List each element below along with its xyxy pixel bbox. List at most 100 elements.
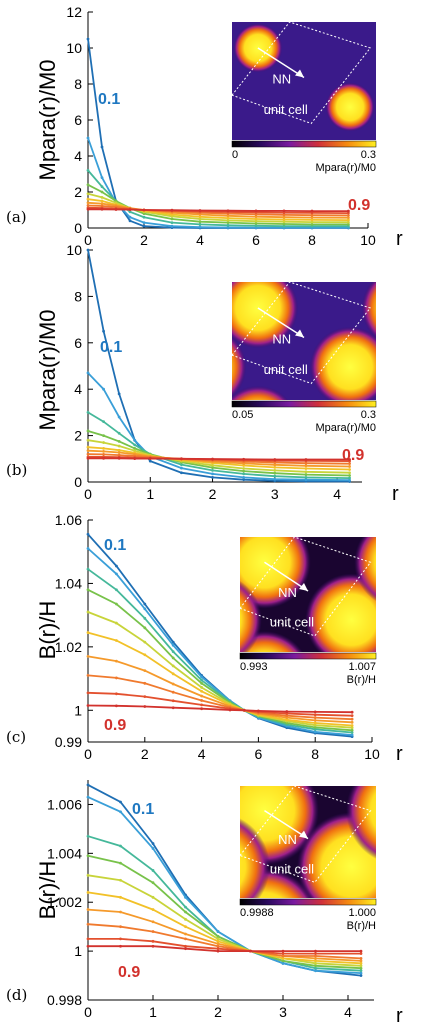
data-point xyxy=(304,478,308,482)
data-point xyxy=(86,795,90,799)
data-point xyxy=(115,564,118,568)
vortex-core xyxy=(346,786,376,860)
data-point xyxy=(348,462,351,466)
data-point xyxy=(282,220,286,224)
x-tick-label: 0 xyxy=(84,232,92,248)
panel-a: 0 2 4 6 8 10 0 2 4 6 8 10 12 0.1 0.9 Mpara(r)/M0 r (a) NN u… xyxy=(6,4,403,250)
data-point xyxy=(142,221,146,225)
data-point xyxy=(254,219,258,223)
y-tick-label: 6 xyxy=(74,335,82,351)
data-point xyxy=(86,891,90,894)
data-point xyxy=(226,221,230,225)
x-tick-label: 0 xyxy=(84,486,92,502)
data-point xyxy=(151,944,155,948)
nn-arrowhead xyxy=(295,69,304,78)
data-point xyxy=(86,169,90,172)
data-point xyxy=(350,710,354,714)
data-point xyxy=(170,217,174,221)
y-tick-label: 1.002 xyxy=(47,894,82,910)
data-point xyxy=(119,944,122,948)
data-point xyxy=(254,222,258,225)
data-point xyxy=(102,456,105,460)
colorbar-label: B(r)/H xyxy=(347,920,376,932)
data-point xyxy=(359,959,363,963)
data-point xyxy=(114,208,118,211)
vortex-core xyxy=(182,82,231,131)
data-point xyxy=(115,676,118,680)
curve-label-last: 0.9 xyxy=(104,717,126,734)
data-point xyxy=(348,465,351,468)
data-point xyxy=(143,653,147,657)
data-point xyxy=(143,602,147,606)
vortex-core xyxy=(325,82,375,132)
data-point xyxy=(310,218,314,222)
y-tick-label: 8 xyxy=(74,288,82,304)
unit-cell-label: unit cell xyxy=(270,615,314,630)
panel-label: (a) xyxy=(6,208,27,226)
y-tick-label: 1 xyxy=(74,702,82,718)
data-point xyxy=(200,686,204,689)
y-tick-label: 0.99 xyxy=(55,734,82,750)
data-point xyxy=(115,704,118,708)
x-axis-label: r xyxy=(396,743,403,765)
y-tick-label: 1.02 xyxy=(55,639,82,655)
data-point xyxy=(226,219,230,222)
data-point xyxy=(313,713,317,717)
data-point xyxy=(86,449,90,453)
vortex-core xyxy=(240,580,262,652)
data-point xyxy=(142,215,146,219)
data-point xyxy=(184,925,187,929)
data-point xyxy=(359,961,363,965)
panel-label: (c) xyxy=(6,728,26,746)
data-point xyxy=(304,464,308,468)
data-point xyxy=(148,459,152,463)
data-point xyxy=(86,704,90,707)
data-point xyxy=(359,949,363,953)
unit-cell-outline xyxy=(240,537,372,637)
data-point xyxy=(133,438,137,442)
curve-label-last: 0.9 xyxy=(348,197,370,214)
data-point xyxy=(100,207,104,211)
data-point xyxy=(273,458,277,461)
colorbar-max-label: 1.007 xyxy=(348,661,376,673)
data-point xyxy=(254,212,258,216)
data-point xyxy=(119,861,122,865)
data-point xyxy=(314,957,317,960)
data-point xyxy=(314,949,317,953)
data-point xyxy=(200,707,204,711)
data-point xyxy=(350,728,354,732)
data-point xyxy=(133,457,137,460)
colorbar-max-label: 0.3 xyxy=(361,409,376,421)
data-point xyxy=(102,329,105,333)
x-tick-label: 2 xyxy=(141,746,149,762)
x-tick-label: 8 xyxy=(311,746,319,762)
data-point xyxy=(304,461,308,465)
data-point xyxy=(117,431,121,435)
data-point xyxy=(304,473,308,476)
data-point xyxy=(347,223,350,226)
data-point xyxy=(86,873,90,877)
colorbar xyxy=(231,140,377,148)
data-point xyxy=(273,463,277,467)
data-point xyxy=(226,226,230,229)
inset-map: NN unit cell xyxy=(240,786,376,898)
data-point xyxy=(86,854,90,858)
data-point xyxy=(151,881,155,885)
data-point xyxy=(86,567,90,571)
series-line-10 xyxy=(88,457,350,461)
x-tick-label: 0 xyxy=(84,1004,92,1020)
data-point xyxy=(359,971,363,975)
data-point xyxy=(133,443,137,447)
data-point xyxy=(151,920,155,924)
data-point xyxy=(184,895,187,899)
data-point xyxy=(86,834,90,838)
data-point xyxy=(200,681,204,685)
data-point xyxy=(242,472,246,476)
curve-label-last: 0.9 xyxy=(118,964,140,981)
data-point xyxy=(100,145,104,149)
vortex-core xyxy=(240,818,270,898)
data-point xyxy=(226,214,230,218)
data-point xyxy=(117,451,121,454)
data-point xyxy=(242,478,246,482)
y-axis-label: B(r)/H xyxy=(35,601,60,660)
